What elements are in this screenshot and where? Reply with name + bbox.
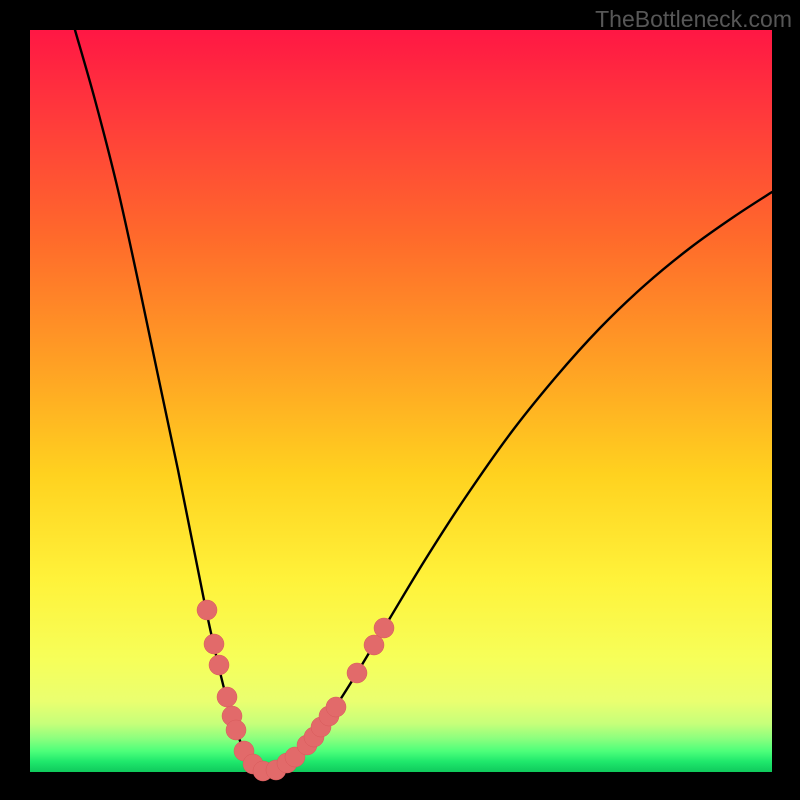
watermark-text: TheBottleneck.com — [595, 6, 792, 33]
chart-canvas: TheBottleneck.com — [0, 0, 800, 800]
plot-gradient-area — [30, 30, 772, 772]
